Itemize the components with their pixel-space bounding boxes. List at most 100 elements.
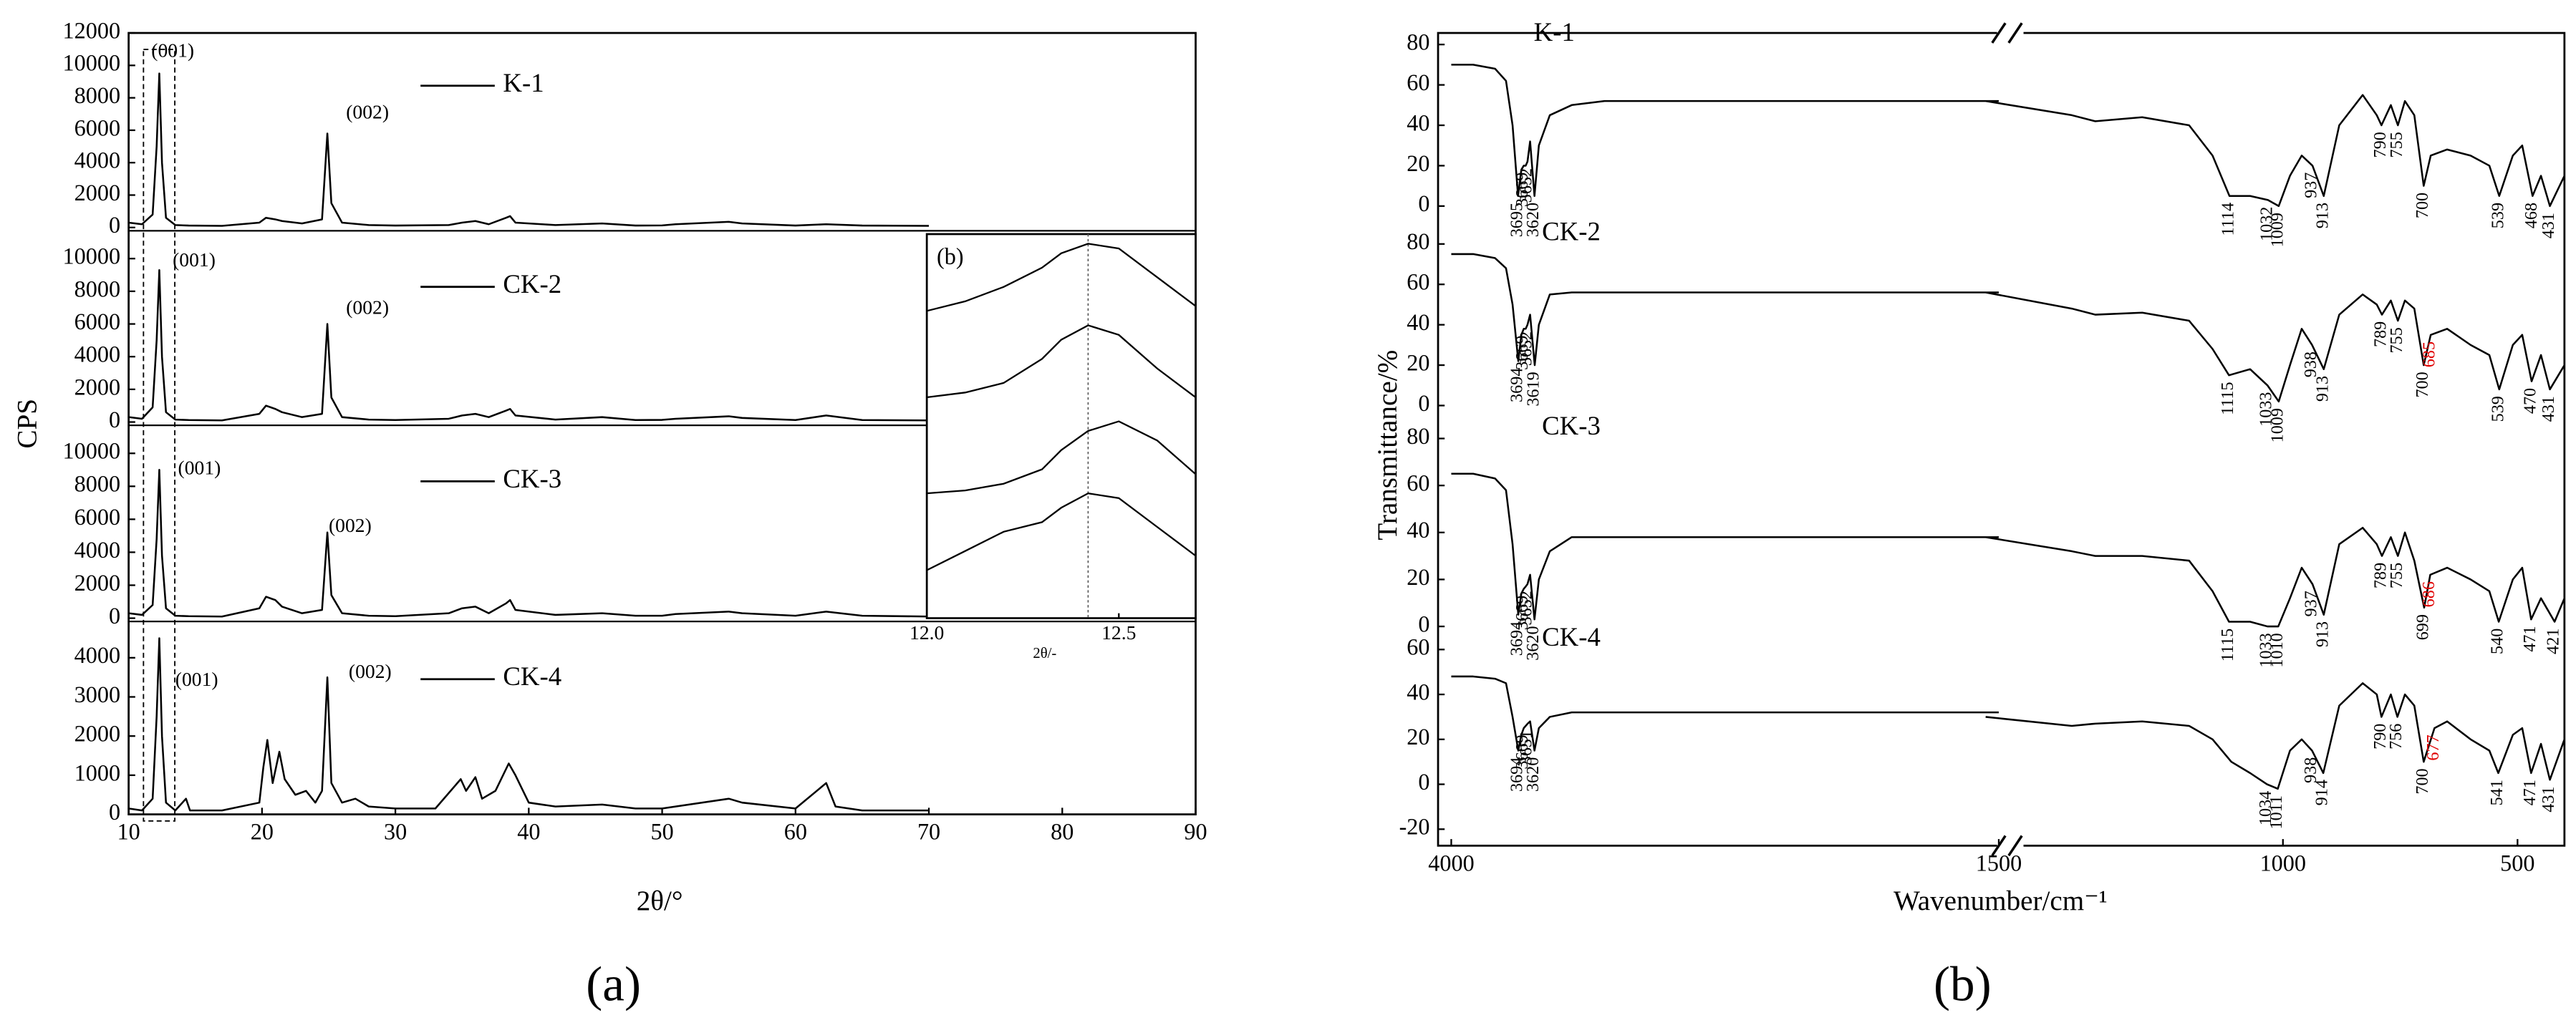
series-label: CK-3 — [1542, 411, 1601, 440]
y-tick-label: 60 — [1407, 269, 1429, 295]
y-tick-label: 80 — [1407, 29, 1429, 55]
spectrum-line — [128, 637, 930, 812]
peak-annotation: (002) — [346, 101, 389, 123]
peak-label: 1009 — [2267, 213, 2287, 247]
series-label: CK-4 — [1542, 622, 1601, 651]
peak-label: 790 — [2370, 132, 2390, 157]
panel-caption: (a) — [586, 956, 641, 1012]
spectrum-line — [1451, 675, 2566, 790]
peak-label: 3620 — [1523, 203, 1543, 237]
peak-label: 3694 — [1508, 368, 1527, 402]
peak-label: 914 — [2312, 780, 2332, 805]
peak-label: 3669 — [1513, 336, 1532, 370]
peak-label: 3620 — [1523, 626, 1543, 660]
y-axis-label: Transmittance/% — [1372, 350, 1403, 540]
peak-annotation: (002) — [349, 660, 392, 682]
peak-label: 938 — [2301, 757, 2320, 783]
peak-label: 431 — [2539, 396, 2558, 422]
y-tick-label: 6000 — [74, 504, 120, 530]
x-tick-label: 50 — [650, 819, 673, 845]
peak-label: 3669 — [1513, 596, 1532, 630]
y-tick-label: 0 — [1418, 611, 1429, 636]
peak-label: 3694 — [1508, 757, 1527, 792]
peak-label: 3669 — [1513, 734, 1532, 769]
peak-label: 790 — [2370, 724, 2390, 750]
peak-label: 1115 — [2218, 382, 2237, 415]
peak-label: 913 — [2312, 376, 2332, 402]
y-tick-label: 4000 — [74, 537, 120, 563]
peak-label: 1114 — [2219, 203, 2238, 236]
y-tick-label: 40 — [1407, 309, 1429, 335]
y-tick-label: 8000 — [74, 82, 120, 108]
series-label: CK-2 — [1542, 216, 1601, 246]
inset-x-tick-label: 12.5 — [1101, 621, 1136, 644]
figure-content: 020004000600080001000012000K-1(001)(002)… — [11, 17, 2566, 1012]
x-tick-label: 20 — [251, 819, 274, 845]
y-tick-label: 0 — [109, 603, 120, 629]
peak-label: 937 — [2302, 173, 2321, 198]
y-tick-label: 0 — [1418, 390, 1429, 416]
spectrum-line — [128, 72, 930, 227]
peak-annotation: (001) — [173, 248, 216, 271]
peak-label: 540 — [2488, 629, 2507, 654]
peak-label: 913 — [2312, 203, 2332, 228]
legend-label: CK-2 — [503, 269, 561, 299]
peak-label: 468 — [2522, 203, 2541, 228]
peak-label: 1033 — [2257, 392, 2276, 426]
peak-label: 938 — [2301, 351, 2320, 377]
y-tick-label: 6000 — [74, 115, 120, 140]
x-tick-label: 70 — [917, 819, 940, 845]
peak-label: 1010 — [2267, 633, 2287, 667]
inset-x-label: 2θ/- — [1033, 646, 1056, 661]
y-tick-label: 0 — [109, 799, 120, 825]
y-tick-label: 4000 — [74, 341, 120, 367]
peak-label: 789 — [2371, 563, 2391, 588]
x-tick-label: 80 — [1051, 819, 1074, 845]
peak-label: 3695 — [1507, 203, 1526, 237]
peak-label: 755 — [2387, 563, 2406, 588]
x-tick-label: 90 — [1184, 819, 1207, 845]
y-axis-label: CPS — [11, 399, 42, 449]
y-tick-label: 20 — [1407, 349, 1429, 375]
y-tick-label: 20 — [1407, 150, 1429, 176]
axis-break — [1991, 22, 2023, 857]
inset-x-tick-label: 12.0 — [910, 621, 944, 644]
peak-label: 1011 — [2267, 795, 2286, 829]
x-tick-label: 1000 — [2260, 850, 2306, 876]
peak-label: 431 — [2539, 213, 2558, 238]
peak-label: 1032 — [2257, 207, 2276, 241]
y-tick-label: 0 — [109, 212, 120, 238]
peak-annotation: (001) — [175, 668, 218, 690]
peak-label: 470 — [2521, 388, 2540, 414]
inset-frame — [925, 233, 1197, 619]
y-tick-label: 80 — [1407, 423, 1429, 449]
x-tick-label: 60 — [784, 819, 807, 845]
peak-label: 1034 — [2256, 791, 2275, 825]
peak-label: 471 — [2520, 780, 2539, 805]
peak-label: 937 — [2302, 591, 2321, 616]
spectrum-line — [1451, 64, 2565, 208]
peak-label: 677 — [2423, 734, 2443, 760]
x-tick-label: 500 — [2500, 850, 2534, 876]
peak-label: 700 — [2413, 193, 2432, 218]
y-tick-label: 10000 — [63, 243, 121, 269]
y-tick-label: 4000 — [74, 147, 120, 173]
peak-label: 539 — [2488, 396, 2507, 422]
peak-label: 3669 — [1513, 173, 1532, 207]
peak-label: 3694 — [1508, 621, 1527, 656]
highlight-box — [143, 49, 176, 822]
y-tick-label: 60 — [1407, 634, 1429, 660]
legend-label: CK-4 — [503, 661, 561, 691]
peak-label: 471 — [2520, 626, 2539, 651]
x-tick-label: 1500 — [1976, 850, 2022, 876]
peak-label: 686 — [2419, 581, 2438, 607]
y-tick-label: 2000 — [74, 374, 120, 399]
legend-label: K-1 — [503, 68, 544, 97]
peak-label: 789 — [2371, 321, 2391, 347]
y-tick-label: 10000 — [63, 438, 121, 464]
x-axis-label: Wavenumber/cm⁻¹ — [1894, 886, 2108, 916]
peak-label: 756 — [2386, 724, 2406, 750]
peak-label: 755 — [2387, 327, 2406, 353]
y-tick-label: 12000 — [63, 17, 121, 43]
